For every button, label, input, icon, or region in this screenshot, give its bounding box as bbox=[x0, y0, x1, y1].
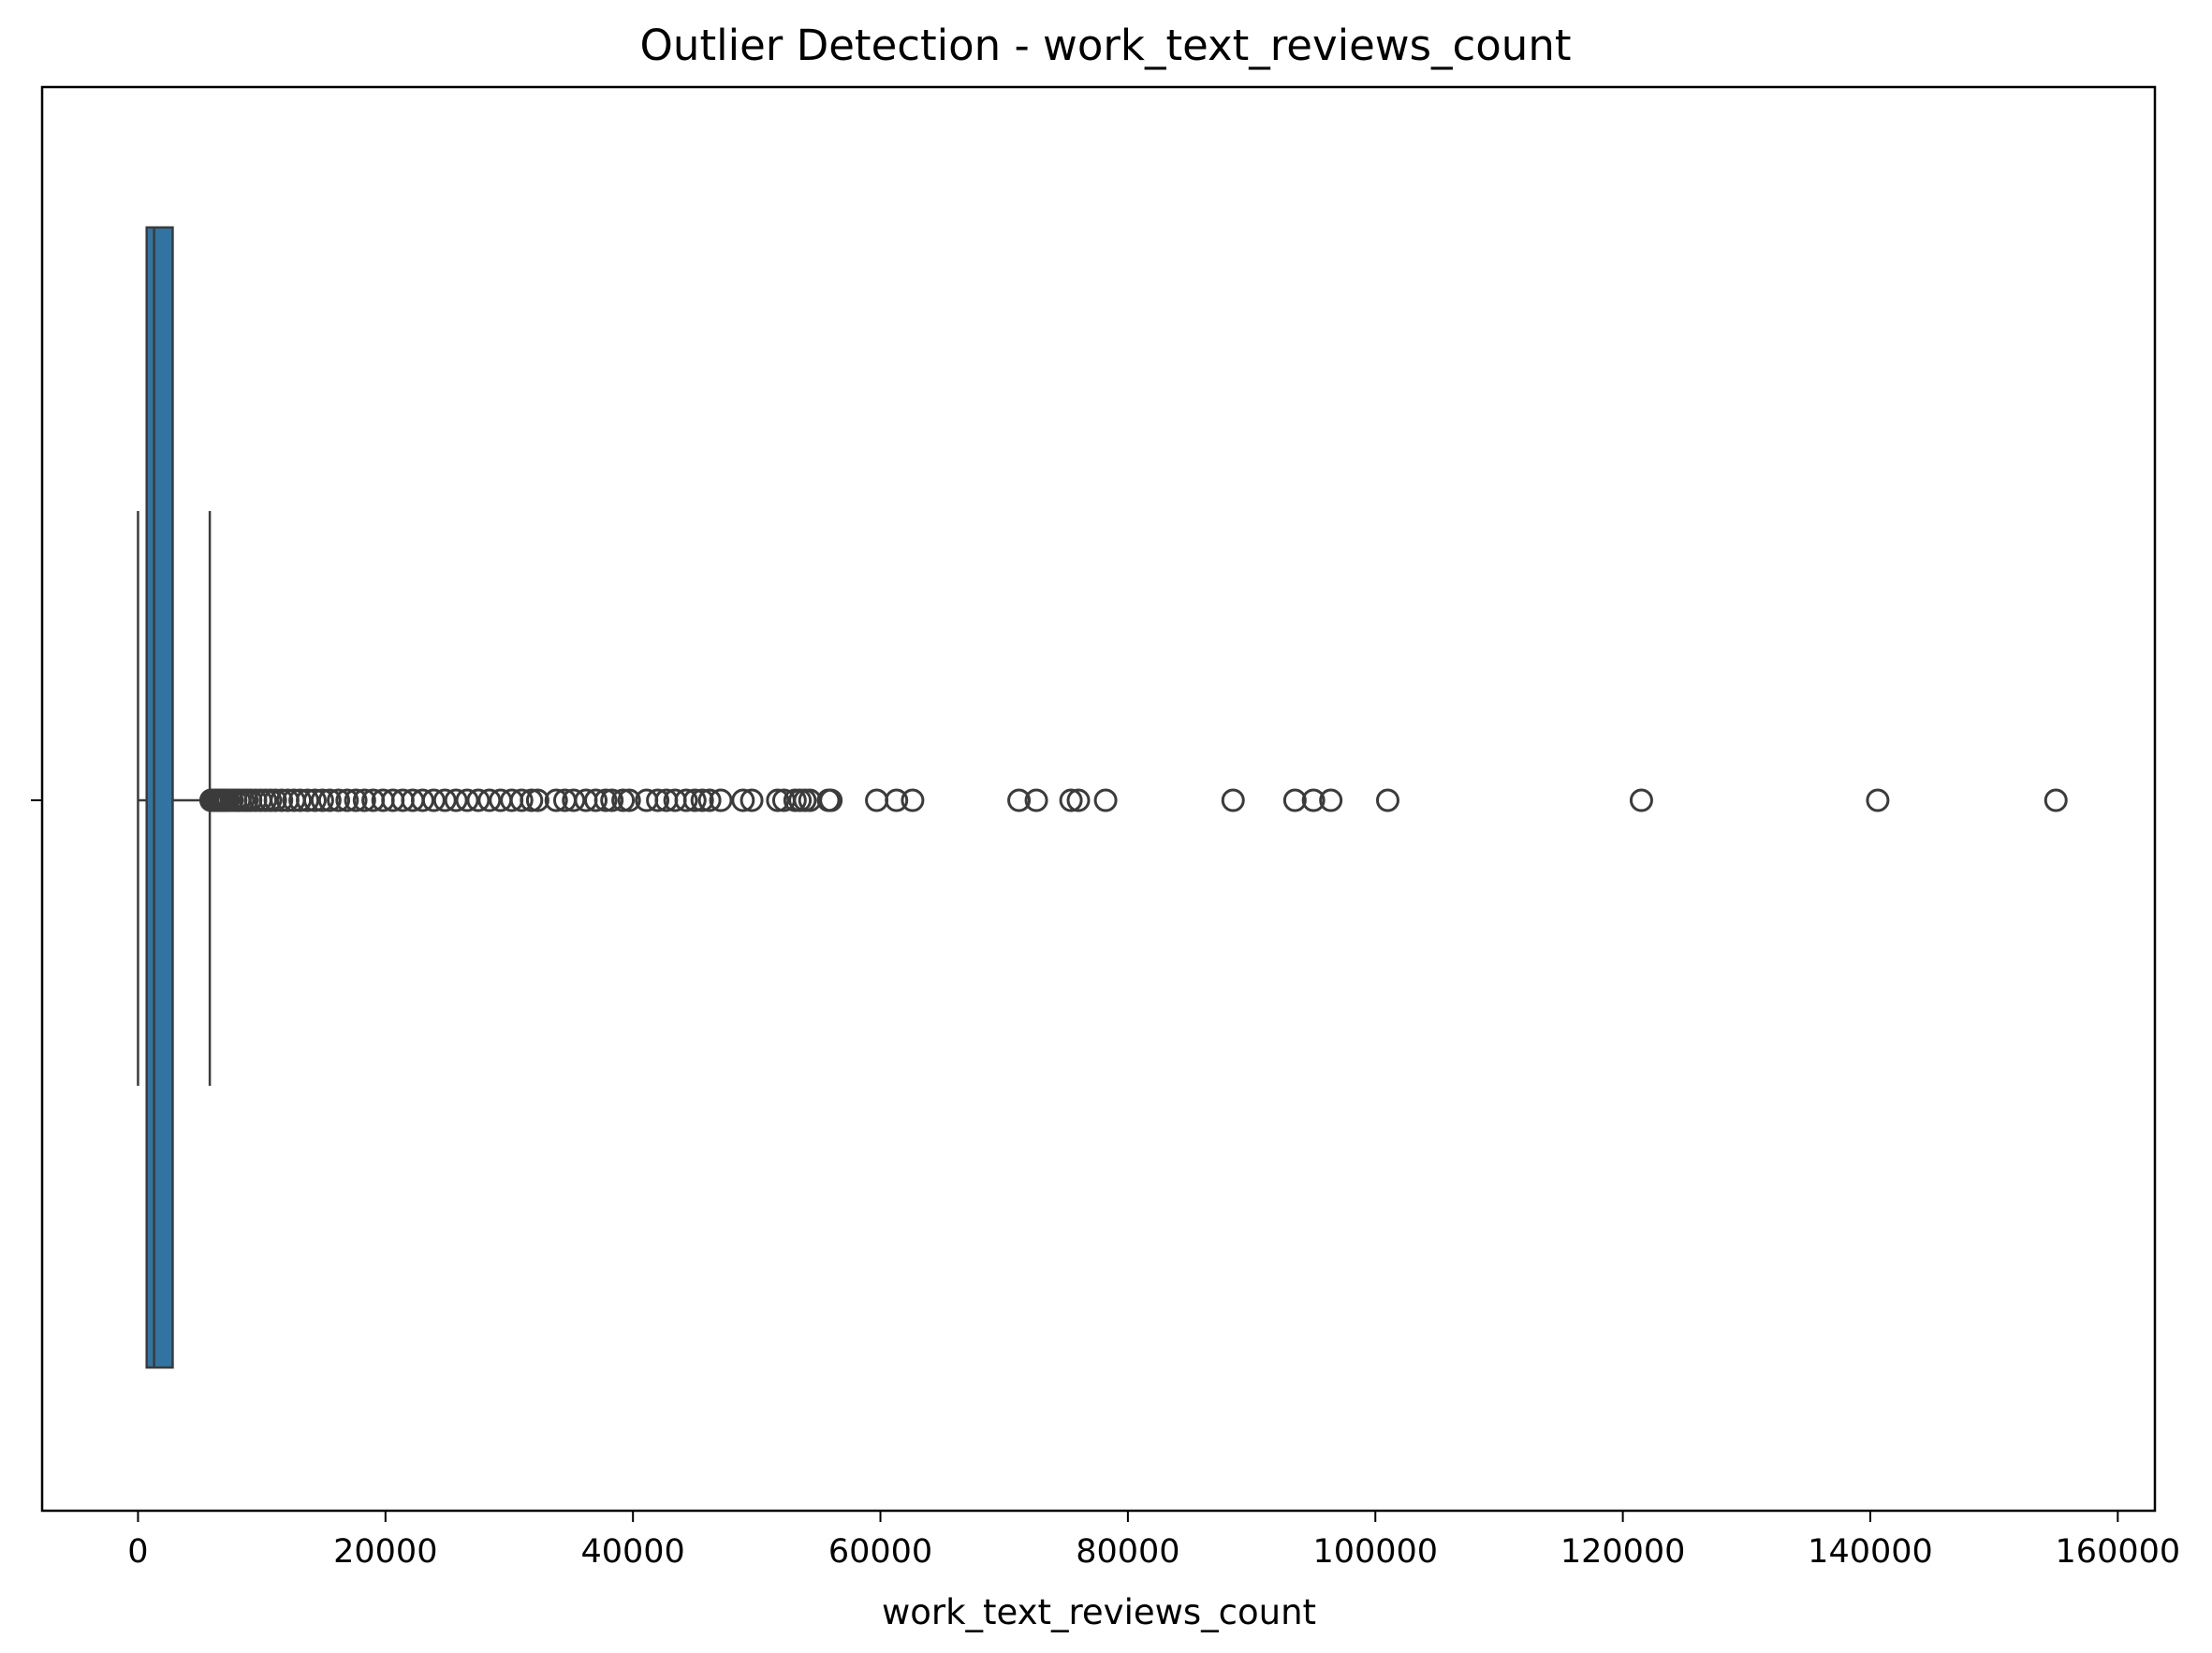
outlier-point bbox=[584, 788, 608, 812]
x-tick-label: 140000 bbox=[1808, 1533, 1933, 1571]
outlier-point bbox=[344, 788, 368, 812]
x-tick-label: 80000 bbox=[1076, 1533, 1179, 1571]
outlier-point bbox=[1059, 788, 1083, 812]
outlier-point bbox=[865, 788, 889, 812]
outlier-point bbox=[310, 788, 334, 812]
outlier-point bbox=[432, 788, 457, 812]
x-tick-label: 120000 bbox=[1560, 1533, 1686, 1571]
outlier-point bbox=[317, 788, 342, 812]
outlier-point bbox=[766, 788, 790, 812]
box-plot-group bbox=[137, 226, 212, 1369]
outlier-point bbox=[1221, 788, 1245, 812]
outlier-point bbox=[690, 788, 714, 812]
outlier-point bbox=[562, 788, 586, 812]
outlier-point bbox=[335, 788, 359, 812]
outlier-point bbox=[270, 788, 294, 812]
outlier-point bbox=[352, 788, 376, 812]
x-tick-label: 100000 bbox=[1312, 1533, 1438, 1571]
outlier-point bbox=[525, 788, 549, 812]
outlier-point bbox=[697, 788, 722, 812]
outlier-point bbox=[901, 788, 925, 812]
outlier-point bbox=[1066, 788, 1091, 812]
outlier-point bbox=[296, 788, 320, 812]
x-axis-label: work_text_reviews_count bbox=[882, 1592, 1316, 1632]
outlier-point bbox=[593, 788, 618, 812]
plot-frame bbox=[40, 85, 2157, 1513]
outlier-point bbox=[740, 788, 764, 812]
outlier-point bbox=[1866, 788, 1890, 812]
outlier-point bbox=[611, 788, 636, 812]
outlier-point bbox=[682, 788, 707, 812]
outlier-point bbox=[302, 788, 327, 812]
outlier-point bbox=[327, 788, 351, 812]
x-axis-ticks: 0 20000 40000 60000 80000 100000 120000 140000 1… bbox=[127, 1511, 2180, 1571]
outlier-point bbox=[263, 788, 287, 812]
outlier-point bbox=[1282, 788, 1307, 812]
outlier-point bbox=[444, 788, 468, 812]
outlier-point bbox=[421, 788, 446, 812]
outlier-point bbox=[544, 788, 568, 812]
outlier-point bbox=[1007, 788, 1032, 812]
outlier-point bbox=[617, 788, 641, 812]
interquartile-box bbox=[145, 226, 174, 1369]
outlier-point bbox=[646, 788, 670, 812]
outlier-point bbox=[1319, 788, 1343, 812]
x-tick-label: 0 bbox=[127, 1533, 148, 1571]
x-tick-label: 60000 bbox=[828, 1533, 932, 1571]
outlier-point bbox=[509, 788, 534, 812]
outlier-point bbox=[466, 788, 491, 812]
x-tick-label: 160000 bbox=[2056, 1533, 2181, 1571]
outlier-point bbox=[1629, 788, 1653, 812]
outlier-point bbox=[1024, 788, 1048, 812]
outlier-point bbox=[410, 788, 434, 812]
outlier-point bbox=[674, 788, 698, 812]
outlier-point bbox=[709, 788, 733, 812]
x-tick-label: 20000 bbox=[333, 1533, 437, 1571]
outlier-point bbox=[600, 788, 624, 812]
outlier-point bbox=[288, 788, 313, 812]
outlier-point bbox=[455, 788, 479, 812]
outlier-point bbox=[2044, 788, 2068, 812]
outlier-point bbox=[520, 788, 544, 812]
outlier-point bbox=[1093, 788, 1118, 812]
outlier-point bbox=[819, 788, 843, 812]
chart-title: Outlier Detection - work_text_reviews_co… bbox=[640, 21, 1572, 70]
outlier-point bbox=[477, 788, 502, 812]
outlier-points bbox=[198, 788, 2068, 812]
outlier-point bbox=[885, 788, 909, 812]
outlier-point bbox=[1301, 788, 1326, 812]
x-tick-label: 40000 bbox=[580, 1533, 684, 1571]
outlier-point bbox=[1375, 788, 1399, 812]
outlier-point bbox=[731, 788, 755, 812]
